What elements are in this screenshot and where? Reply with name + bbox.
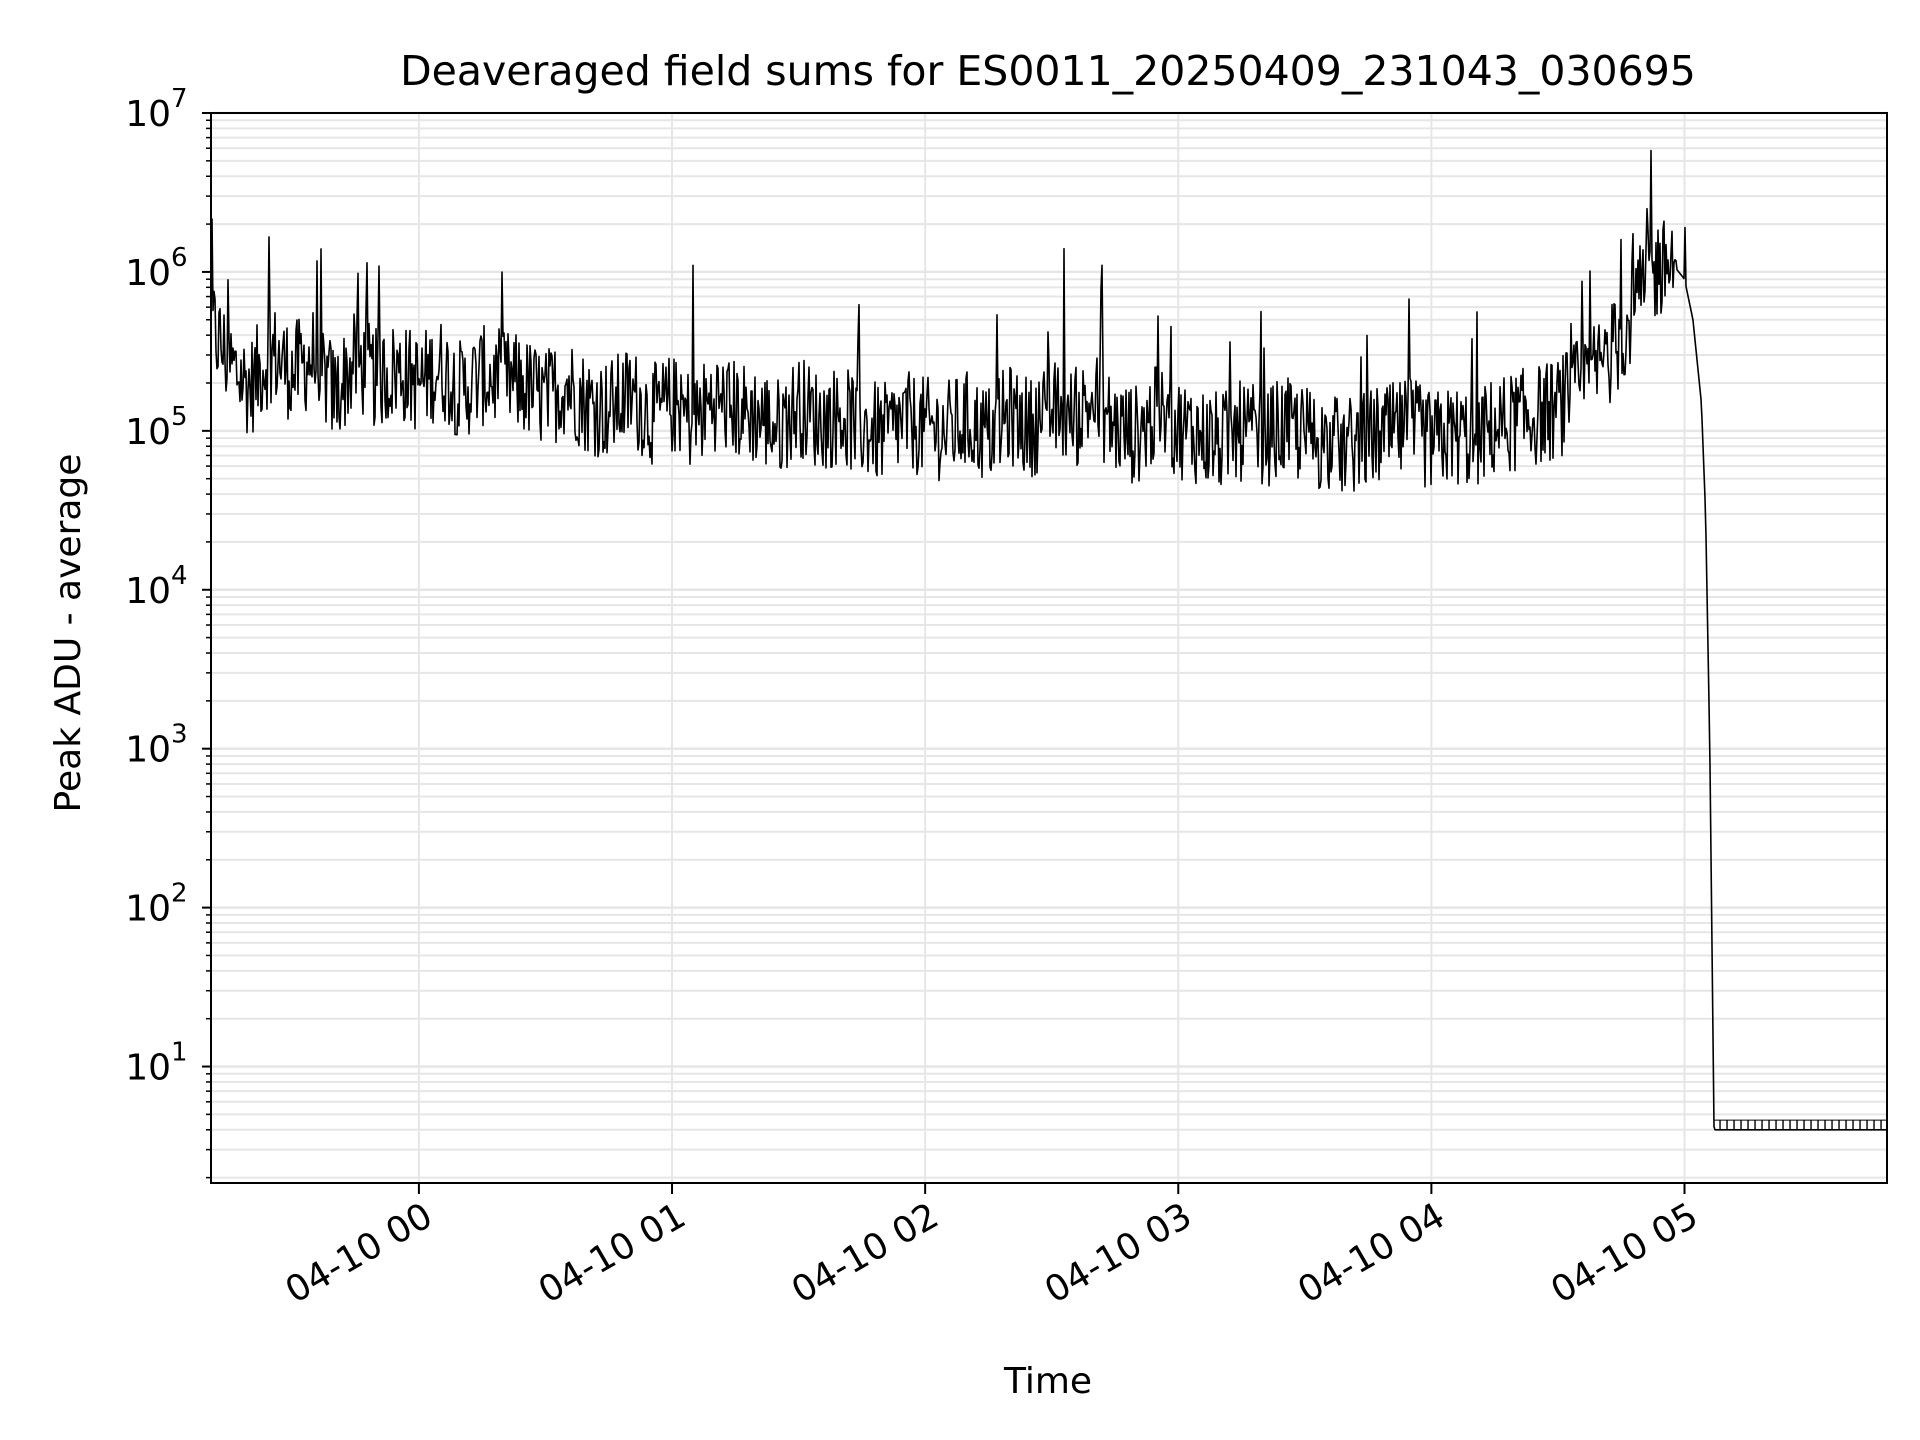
- series-line-group: [210, 149, 1887, 1131]
- grid: [211, 111, 1887, 1183]
- y-tick-label: 10: [125, 1048, 171, 1089]
- y-tick-exponent: 1: [171, 1038, 188, 1068]
- y-tick-exponent: 6: [171, 243, 188, 273]
- y-tick-exponent: 5: [171, 402, 188, 432]
- plot-area-frame: [210, 112, 1888, 1184]
- y-tick-label: 10: [125, 94, 171, 135]
- y-tick-label: 10: [125, 571, 171, 612]
- y-tick-label: 10: [125, 253, 171, 294]
- x-axis-label: Time: [1003, 1361, 1092, 1402]
- y-tick-exponent: 7: [171, 84, 188, 114]
- y-tick-label: 10: [125, 730, 171, 771]
- y-tick-label: 10: [125, 889, 171, 930]
- y-tick-exponent: 4: [171, 561, 188, 591]
- y-axis-label: Peak ADU - average: [48, 454, 89, 813]
- y-tick-exponent: 3: [171, 720, 188, 750]
- y-tick-exponent: 2: [171, 879, 188, 909]
- chart-title: Deaveraged field sums for ES0011_2025040…: [400, 47, 1696, 95]
- y-tick-label: 10: [125, 412, 171, 453]
- series-line: [210, 149, 1887, 1131]
- tick-marks: [202, 112, 1686, 1194]
